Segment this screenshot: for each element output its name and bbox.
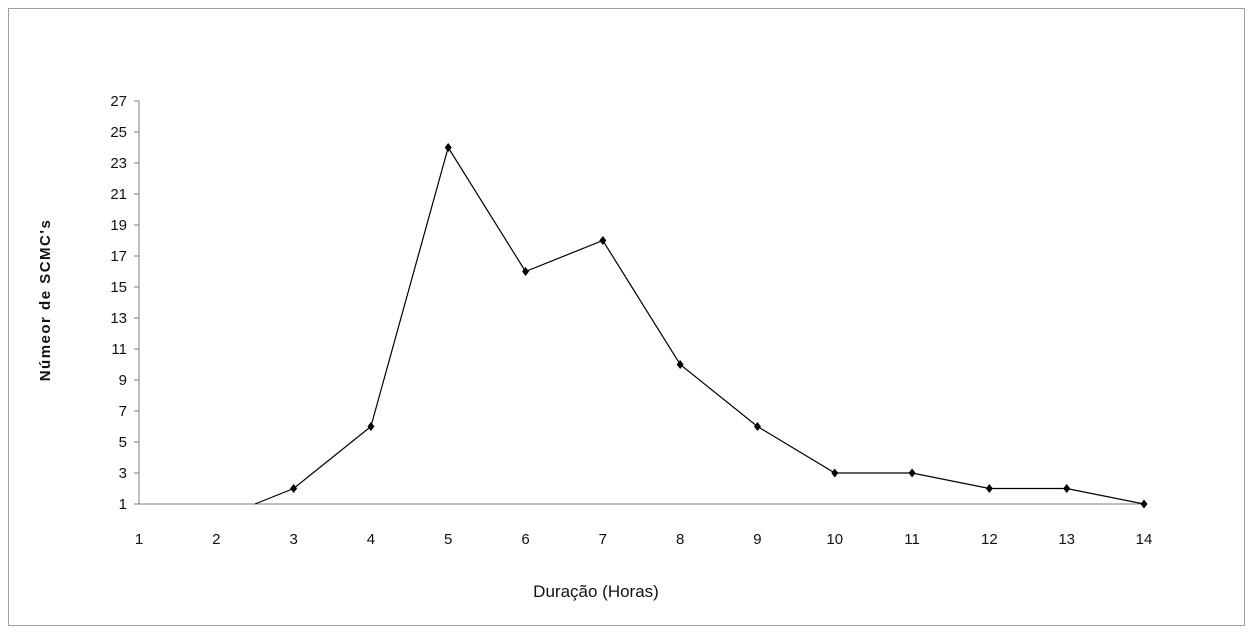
data-point-marker xyxy=(753,422,761,431)
y-tick-label: 21 xyxy=(110,186,127,203)
data-point-marker xyxy=(985,484,993,493)
x-tick-label: 1 xyxy=(135,531,143,548)
y-axis-title: Númeor de SCMC's xyxy=(37,219,54,382)
x-tick-label: 8 xyxy=(676,531,684,548)
series-line xyxy=(254,146,1145,505)
x-tick-label: 6 xyxy=(521,531,529,548)
x-tick-label: 4 xyxy=(367,531,375,548)
y-tick-label: 17 xyxy=(110,248,127,265)
x-tick-label: 9 xyxy=(753,531,761,548)
y-tick-label: 19 xyxy=(110,217,127,234)
x-tick-label: 10 xyxy=(826,531,843,548)
data-point-marker xyxy=(367,422,375,431)
y-tick-label: 1 xyxy=(119,496,127,513)
data-point-marker xyxy=(599,236,607,245)
x-tick-label: 13 xyxy=(1058,531,1075,548)
y-tick-label: 27 xyxy=(110,93,127,110)
data-point-marker xyxy=(1140,499,1148,509)
x-tick-label: 3 xyxy=(289,531,297,548)
data-point-marker xyxy=(444,143,452,152)
x-tick-label: 14 xyxy=(1136,531,1153,548)
x-tick-label: 7 xyxy=(599,531,607,548)
y-tick-label: 25 xyxy=(110,124,127,141)
y-tick-label: 5 xyxy=(119,434,127,451)
x-axis-title: Duração (Horas) xyxy=(533,582,659,601)
x-tick-label: 12 xyxy=(981,531,998,548)
data-point-marker xyxy=(1063,484,1071,493)
x-tick-label: 5 xyxy=(444,531,452,548)
x-tick-label: 2 xyxy=(212,531,220,548)
data-point-marker xyxy=(908,468,916,478)
y-tick-label: 3 xyxy=(119,465,127,482)
y-tick-label: 11 xyxy=(111,341,127,358)
y-tick-label: 9 xyxy=(119,372,127,389)
y-tick-label: 13 xyxy=(110,310,127,327)
y-tick-label: 23 xyxy=(110,155,127,172)
x-tick-label: 11 xyxy=(904,531,920,548)
data-point-marker xyxy=(522,267,530,276)
x-axis-ticks: 1 2 3 4 5 6 7 8 9 10 11 12 13 14 xyxy=(135,531,1153,548)
data-point-marker xyxy=(676,360,684,369)
chart-frame xyxy=(8,8,1245,626)
data-point-marker xyxy=(290,484,298,493)
data-point-marker xyxy=(831,468,839,478)
y-tick-label: 7 xyxy=(119,403,127,420)
series-markers xyxy=(290,143,1148,509)
y-tick-label: 15 xyxy=(110,279,127,296)
